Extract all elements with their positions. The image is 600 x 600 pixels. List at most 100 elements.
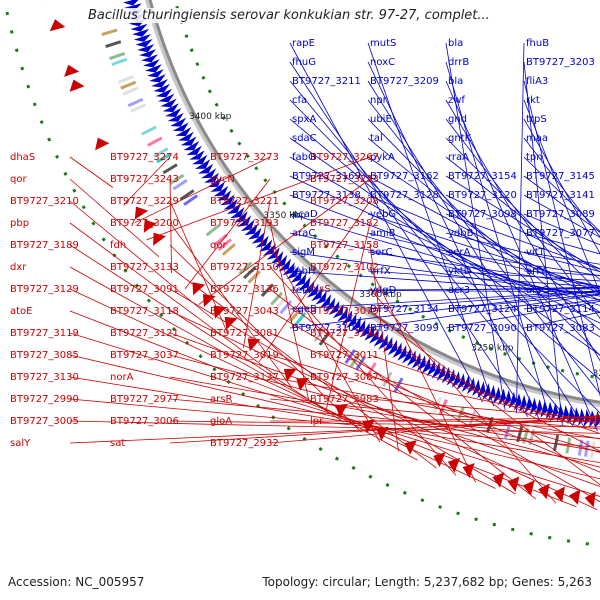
reverse-gene-label: yvcN (210, 174, 235, 185)
forward-label-leader (289, 289, 600, 329)
reverse-label-leader (369, 310, 600, 486)
reverse-label-leader (69, 222, 276, 376)
feature-block (169, 173, 185, 185)
forward-label-leader (445, 293, 600, 310)
forward-gene-label: cgeB (292, 304, 317, 315)
forward-gene-label: BT9727_3128 (370, 190, 439, 201)
forward-gene-label: sdaC (292, 133, 317, 144)
reverse-gene-label: BT9727_3019 (210, 350, 279, 361)
reverse-gene-label: gloA (210, 416, 232, 427)
reverse-label-leader (134, 156, 271, 224)
reverse-gene-label: arsR (210, 394, 232, 405)
forward-gene-label: maa (526, 133, 548, 144)
forward-gene-arrow (132, 28, 150, 37)
forward-gene-label: bla (448, 38, 463, 49)
reverse-gene-label: BT9727_3129 (10, 284, 79, 295)
reverse-gene-label: BT9727_2977 (110, 394, 179, 405)
reverse-label-leader (169, 398, 600, 439)
forward-gene-arrow (216, 190, 232, 201)
reverse-gene-arrow (95, 137, 110, 151)
forward-gene-label: acr3 (448, 285, 470, 296)
forward-gene-label: BT9727_3145 (526, 171, 595, 182)
forward-gene-arrow (170, 117, 187, 127)
forward-gene-arrow (172, 122, 189, 132)
reverse-gene-label: BT9727_3210 (10, 196, 79, 207)
reverse-label-leader (123, 156, 171, 206)
reverse-label-leader (69, 244, 344, 423)
reverse-gene-label: hisS (310, 284, 331, 295)
forward-gene-arrow (290, 269, 303, 283)
reverse-label-leader (269, 398, 600, 430)
forward-label-leader (445, 175, 600, 273)
reverse-label-leader (69, 354, 600, 480)
forward-gene-arrow (397, 345, 407, 361)
forward-gene-arrow (311, 287, 323, 302)
forward-label-leader (367, 99, 600, 395)
feature-block (243, 265, 257, 280)
reverse-gene-arrow (283, 368, 297, 382)
reverse-label-leader (169, 266, 437, 469)
reverse-gene-arrow (49, 19, 66, 32)
forward-gene-labels: rapE mutS bla fhuB fhuG noxC drrB BT9727_3203 BT… (289, 38, 600, 432)
forward-gene-label: BT9727_3120 (448, 190, 517, 201)
forward-gene-label: BT9727_3098 (448, 209, 517, 220)
reverse-gene-arrow (247, 338, 261, 352)
reverse-gene-label: dhaS (10, 152, 35, 163)
forward-gene-arrow (178, 131, 194, 141)
reverse-gene-label: BT9727_3243 (110, 174, 179, 185)
reverse-gene-label: BT9727_3208 (310, 196, 379, 207)
feature-block (101, 28, 118, 37)
forward-label-leader (289, 290, 600, 310)
feature-block (172, 178, 188, 191)
reverse-gene-arrow (143, 219, 157, 233)
reverse-gene-label: BT9727_3079 (310, 306, 379, 317)
forward-label-leader (445, 213, 600, 270)
forward-label-leader (367, 232, 600, 288)
forward-gene-arrow (240, 219, 255, 232)
forward-gene-label: amiB (370, 228, 396, 239)
topology-summary: Topology: circular; Length: 5,237,682 bp… (262, 575, 592, 589)
forward-label-leader (445, 80, 598, 432)
reverse-gene-label: fdh (110, 240, 126, 251)
forward-gene-label: mutS (370, 38, 396, 49)
forward-gene-label: BT9727_3154 (448, 171, 517, 182)
reverse-label-leader (69, 156, 114, 188)
forward-gene-label: BT9727_3134 (370, 304, 439, 315)
map-title: Bacillus thuringiensis serovar konkukian… (86, 8, 492, 23)
feature-block (117, 75, 134, 84)
forward-gene-arrow (346, 313, 357, 329)
feature-block (109, 51, 126, 61)
reverse-label-leader (169, 354, 600, 468)
reverse-label-leader (269, 222, 309, 400)
forward-label-leader (289, 289, 600, 293)
reverse-label-leader (169, 244, 362, 433)
forward-label-leader (445, 118, 600, 319)
forward-gene-label: tetV (292, 285, 313, 296)
forward-gene-arrow (364, 325, 375, 341)
forward-gene-arrow (487, 384, 496, 402)
forward-label-leader (523, 213, 600, 246)
feature-block (590, 441, 596, 458)
forward-label-leader (523, 118, 600, 255)
forward-gene-label: BT9727_3077 (526, 228, 595, 239)
forward-gene-label: fliA3 (526, 76, 548, 87)
forward-gene-arrow (446, 369, 456, 386)
forward-gene-label: tal (370, 133, 383, 144)
reverse-gene-label: BT9727_3189 (10, 240, 79, 251)
forward-gene-arrow (141, 54, 158, 63)
forward-label-leader (289, 80, 575, 428)
feature-block (260, 283, 275, 297)
reverse-label-leader (69, 376, 600, 464)
forward-gene-label: ydgD (370, 285, 397, 296)
forward-label-leader (445, 300, 600, 329)
reverse-gene-label: BT9727_3136 (210, 284, 279, 295)
reverse-label-leader (369, 244, 399, 452)
forward-label-leader (523, 137, 600, 238)
reverse-label-leader (369, 266, 476, 483)
forward-gene-label: BT9727_3090 (448, 323, 517, 334)
backbone-shadow (145, 0, 600, 407)
forward-gene-arrow (407, 350, 416, 366)
forward-gene-arrow (180, 136, 197, 146)
forward-label-leader (523, 156, 600, 232)
forward-label-leader (445, 156, 600, 280)
